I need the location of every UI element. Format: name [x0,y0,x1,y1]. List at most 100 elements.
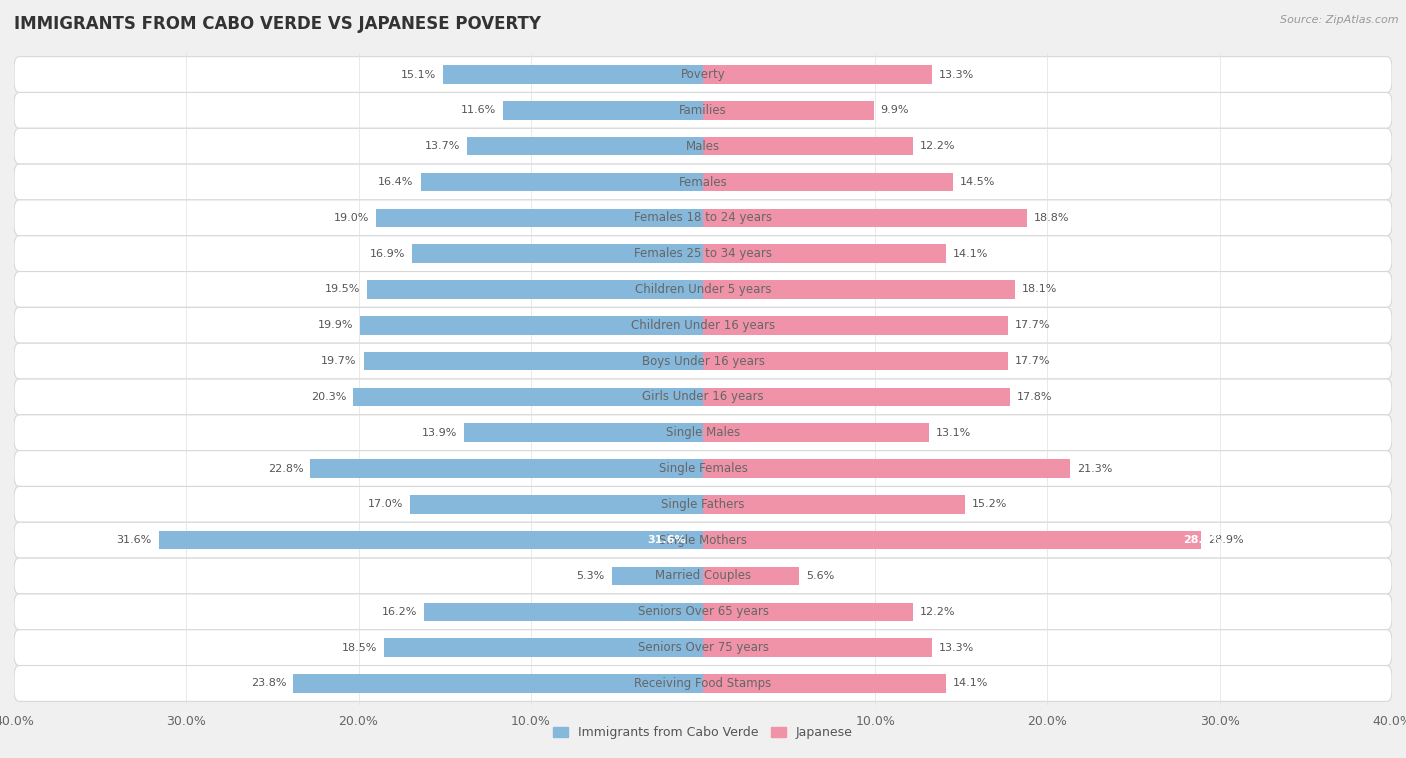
FancyBboxPatch shape [14,57,1392,92]
Text: 17.8%: 17.8% [1017,392,1052,402]
FancyBboxPatch shape [14,343,1392,379]
Text: 21.3%: 21.3% [1077,464,1112,474]
Bar [703,352,1008,371]
FancyBboxPatch shape [14,415,1392,451]
Text: 11.6%: 11.6% [461,105,496,115]
Bar [703,173,953,191]
Text: 13.1%: 13.1% [935,428,970,437]
Text: 17.0%: 17.0% [368,500,404,509]
Text: 12.2%: 12.2% [920,141,956,151]
Text: 13.9%: 13.9% [422,428,457,437]
Bar [364,352,703,371]
Bar [703,280,1015,299]
FancyBboxPatch shape [14,200,1392,236]
Text: Receiving Food Stamps: Receiving Food Stamps [634,677,772,690]
Bar [375,208,703,227]
FancyBboxPatch shape [14,594,1392,630]
Bar [467,137,703,155]
Text: 23.8%: 23.8% [250,678,287,688]
Bar [353,387,703,406]
Text: 18.8%: 18.8% [1033,213,1069,223]
Bar [367,280,703,299]
Bar [703,459,1070,478]
Text: 12.2%: 12.2% [920,607,956,617]
Text: 18.1%: 18.1% [1022,284,1057,294]
Text: Children Under 16 years: Children Under 16 years [631,319,775,332]
Text: Single Fathers: Single Fathers [661,498,745,511]
FancyBboxPatch shape [14,92,1392,128]
Bar [703,387,1010,406]
Text: Single Females: Single Females [658,462,748,475]
Text: 19.9%: 19.9% [318,321,353,330]
Bar [703,638,932,657]
Text: 14.1%: 14.1% [953,678,988,688]
FancyBboxPatch shape [14,379,1392,415]
Bar [425,603,703,621]
Text: 28.9%: 28.9% [1208,535,1243,545]
Text: IMMIGRANTS FROM CABO VERDE VS JAPANESE POVERTY: IMMIGRANTS FROM CABO VERDE VS JAPANESE P… [14,15,541,33]
Text: 15.1%: 15.1% [401,70,436,80]
Bar [612,567,703,585]
Bar [703,531,1201,550]
Bar [703,424,928,442]
Text: 16.9%: 16.9% [370,249,405,258]
Bar [703,567,800,585]
Text: 5.6%: 5.6% [807,571,835,581]
Text: 15.2%: 15.2% [972,500,1007,509]
FancyBboxPatch shape [14,128,1392,164]
Text: Boys Under 16 years: Boys Under 16 years [641,355,765,368]
FancyBboxPatch shape [14,164,1392,200]
Bar [292,674,703,693]
Bar [420,173,703,191]
Text: 5.3%: 5.3% [576,571,605,581]
Text: Seniors Over 65 years: Seniors Over 65 years [637,606,769,619]
FancyBboxPatch shape [14,236,1392,271]
FancyBboxPatch shape [14,271,1392,307]
Bar [384,638,703,657]
Text: 19.7%: 19.7% [322,356,357,366]
Text: 28.9%: 28.9% [1184,535,1222,545]
FancyBboxPatch shape [14,522,1392,558]
Text: Females 18 to 24 years: Females 18 to 24 years [634,211,772,224]
Text: 14.1%: 14.1% [953,249,988,258]
Bar [412,244,703,263]
Text: 31.6%: 31.6% [647,535,686,545]
Text: 18.5%: 18.5% [342,643,377,653]
FancyBboxPatch shape [14,666,1392,701]
Text: 17.7%: 17.7% [1015,356,1050,366]
Bar [703,244,946,263]
FancyBboxPatch shape [14,487,1392,522]
FancyBboxPatch shape [14,307,1392,343]
Text: 16.4%: 16.4% [378,177,413,187]
Text: Females 25 to 34 years: Females 25 to 34 years [634,247,772,260]
Text: 19.0%: 19.0% [333,213,368,223]
Text: 9.9%: 9.9% [880,105,908,115]
Text: Children Under 5 years: Children Under 5 years [634,283,772,296]
Text: 19.5%: 19.5% [325,284,360,294]
Text: Single Males: Single Males [666,426,740,439]
Text: 22.8%: 22.8% [267,464,304,474]
Bar [703,603,912,621]
Bar [159,531,703,550]
Text: Families: Families [679,104,727,117]
FancyBboxPatch shape [14,451,1392,487]
Text: 17.7%: 17.7% [1015,321,1050,330]
Text: 13.7%: 13.7% [425,141,460,151]
Text: Girls Under 16 years: Girls Under 16 years [643,390,763,403]
Bar [703,208,1026,227]
Text: Females: Females [679,176,727,189]
Legend: Immigrants from Cabo Verde, Japanese: Immigrants from Cabo Verde, Japanese [548,722,858,744]
Bar [411,495,703,514]
Bar [464,424,703,442]
Bar [703,137,912,155]
Text: Source: ZipAtlas.com: Source: ZipAtlas.com [1281,15,1399,25]
Text: Males: Males [686,139,720,152]
Text: Seniors Over 75 years: Seniors Over 75 years [637,641,769,654]
Bar [360,316,703,334]
Text: Single Mothers: Single Mothers [659,534,747,547]
Bar [703,65,932,84]
Bar [443,65,703,84]
Text: 13.3%: 13.3% [939,643,974,653]
Text: 31.6%: 31.6% [117,535,152,545]
Text: 16.2%: 16.2% [381,607,418,617]
